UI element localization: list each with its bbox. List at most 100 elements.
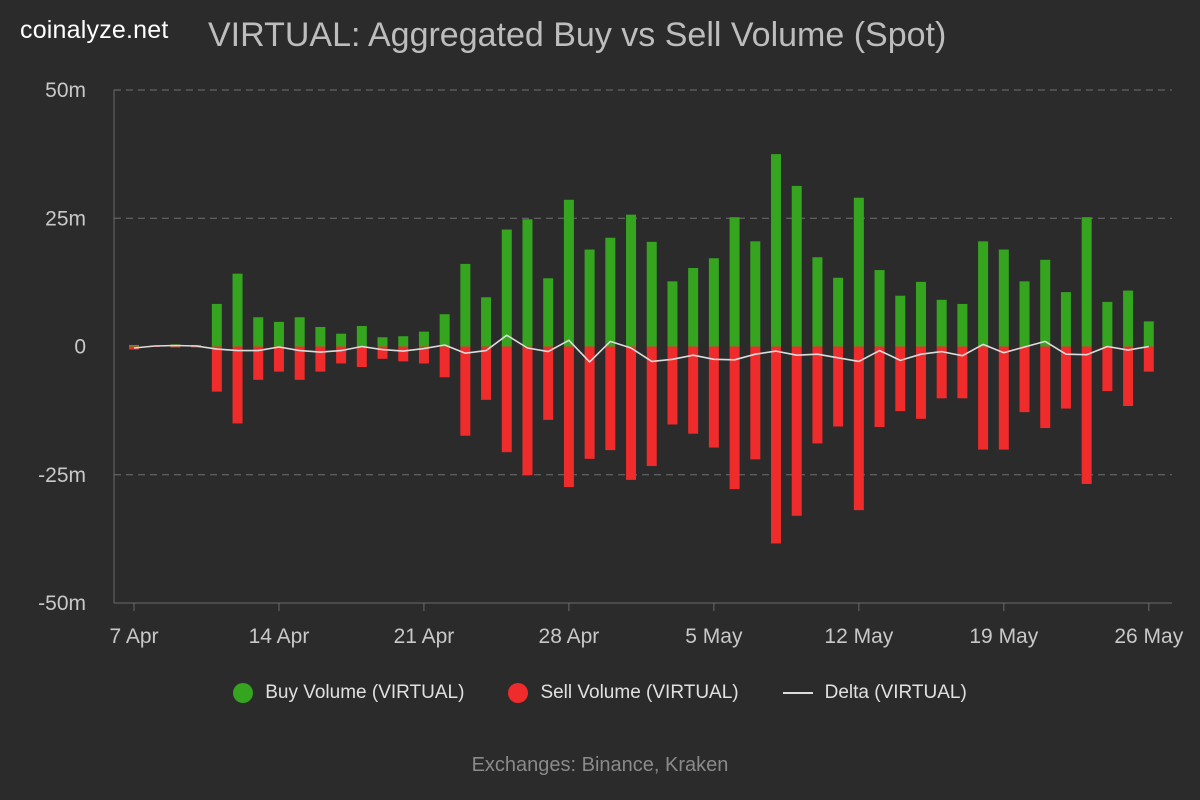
buy-bar bbox=[729, 217, 740, 347]
buy-bar bbox=[812, 257, 823, 347]
sell-bar bbox=[543, 346, 554, 420]
sell-bar bbox=[1081, 346, 1092, 484]
legend-item-buy[interactable]: Buy Volume (VIRTUAL) bbox=[233, 682, 464, 704]
sell-bar bbox=[708, 346, 719, 448]
buy-bar bbox=[398, 336, 409, 347]
buy-bar bbox=[460, 263, 471, 347]
sell-bar bbox=[874, 346, 885, 428]
buy-bar bbox=[915, 281, 926, 347]
buy-bar bbox=[543, 278, 554, 347]
sell-bar bbox=[771, 346, 782, 544]
legend-label-sell: Sell Volume (VIRTUAL) bbox=[540, 682, 739, 703]
sell-bar bbox=[688, 346, 699, 434]
buy-bar bbox=[895, 295, 906, 347]
sell-bar bbox=[998, 346, 1009, 450]
sell-bar bbox=[418, 346, 429, 364]
x-tick-label-6: 19 May bbox=[969, 625, 1038, 648]
x-tick-label-3: 28 Apr bbox=[539, 625, 600, 648]
legend-label-buy: Buy Volume (VIRTUAL) bbox=[265, 682, 465, 703]
sell-bar bbox=[501, 346, 512, 453]
sell-bar bbox=[481, 346, 492, 400]
sell-bar bbox=[1040, 346, 1051, 429]
buy-bar bbox=[791, 185, 802, 347]
sell-bar bbox=[522, 346, 533, 476]
bars bbox=[129, 154, 1154, 544]
buy-bar bbox=[1081, 217, 1092, 347]
buy-bar bbox=[211, 303, 222, 347]
buy-bar bbox=[418, 331, 429, 347]
legend: Buy Volume (VIRTUAL) Sell Volume (VIRTUA… bbox=[0, 676, 1200, 710]
sell-bar bbox=[957, 346, 968, 399]
x-tick-label-2: 21 Apr bbox=[394, 625, 455, 648]
legend-item-sell[interactable]: Sell Volume (VIRTUAL) bbox=[508, 682, 739, 704]
legend-item-delta[interactable]: Delta (VIRTUAL) bbox=[782, 682, 967, 704]
sell-bar bbox=[439, 346, 450, 378]
x-tick-label-4: 5 May bbox=[685, 625, 743, 648]
sell-bar bbox=[356, 346, 367, 368]
sell-bar bbox=[895, 346, 906, 412]
sell-bar bbox=[211, 346, 222, 392]
buy-bar bbox=[626, 214, 637, 347]
y-tick-label-2: 0 bbox=[74, 336, 86, 359]
grid-lines bbox=[114, 89, 1172, 476]
buy-bar bbox=[771, 154, 782, 347]
sell-bar bbox=[978, 346, 989, 450]
buy-color-dot bbox=[233, 683, 254, 703]
sell-bar bbox=[853, 346, 864, 511]
buy-bar bbox=[439, 314, 450, 347]
y-tick-label-1: 25m bbox=[45, 207, 86, 230]
sell-bar bbox=[812, 346, 823, 444]
buy-bar bbox=[356, 325, 367, 347]
buy-bar bbox=[584, 249, 595, 347]
sell-bar bbox=[273, 346, 284, 372]
sell-bar bbox=[1060, 346, 1071, 409]
sell-bar bbox=[791, 346, 802, 516]
buy-bar bbox=[129, 344, 139, 347]
sell-bar bbox=[750, 346, 761, 460]
sell-bar bbox=[605, 346, 616, 451]
sell-bar bbox=[191, 346, 202, 348]
sell-bar bbox=[129, 346, 139, 350]
legend-label-delta: Delta (VIRTUAL) bbox=[824, 682, 967, 703]
sell-bar bbox=[667, 346, 678, 425]
y-tick-label-0: 50m bbox=[45, 79, 86, 102]
sell-bar bbox=[1102, 346, 1113, 392]
y-tick-label-4: -50m bbox=[38, 592, 86, 615]
buy-bar bbox=[563, 199, 574, 347]
sell-bar bbox=[936, 346, 947, 399]
x-tick-label-5: 12 May bbox=[824, 625, 893, 648]
buy-bar bbox=[377, 337, 388, 347]
sell-bar bbox=[729, 346, 740, 490]
buy-bar bbox=[1102, 301, 1113, 347]
tick-labels: 50m 25m 0 -25m -50m 7 Apr 14 Apr 21 Apr 28 Apr 5 … bbox=[38, 79, 1184, 648]
buy-bar bbox=[833, 277, 844, 347]
buy-bar bbox=[957, 303, 968, 347]
sell-bar bbox=[1019, 346, 1030, 413]
buy-bar bbox=[874, 270, 885, 347]
buy-bar bbox=[522, 219, 533, 347]
exchanges-footer: Exchanges: Binance, Kraken bbox=[471, 754, 729, 776]
sell-bar bbox=[315, 346, 326, 372]
buy-bar bbox=[1060, 292, 1071, 347]
buy-bar bbox=[688, 268, 699, 347]
x-tick-label-7: 26 May bbox=[1114, 625, 1183, 648]
buy-bar bbox=[315, 327, 326, 347]
brand-logo: coinalyze.net bbox=[20, 16, 169, 44]
buy-bar bbox=[481, 297, 492, 347]
sell-bar bbox=[336, 346, 347, 364]
delta-line-layer bbox=[133, 334, 1149, 363]
sell-bar bbox=[584, 346, 595, 459]
buy-bar bbox=[294, 317, 305, 347]
buy-bar bbox=[253, 317, 264, 347]
delta-line-swatch bbox=[782, 692, 813, 694]
sell-bar bbox=[377, 346, 388, 359]
buy-bar bbox=[1123, 290, 1134, 347]
sell-bar bbox=[232, 346, 243, 424]
buy-bar bbox=[1019, 281, 1030, 347]
sell-bar bbox=[170, 346, 181, 348]
buy-bar bbox=[336, 333, 347, 347]
sell-bar bbox=[563, 346, 574, 488]
buy-bar bbox=[646, 241, 657, 347]
buy-bar bbox=[1040, 259, 1051, 347]
